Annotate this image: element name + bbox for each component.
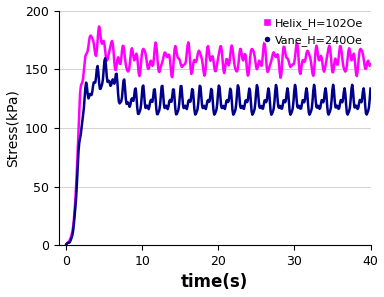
Y-axis label: Stress(kPa): Stress(kPa) (5, 89, 20, 167)
Legend: Helix_H=102Oe, Vane_H=240Oe: Helix_H=102Oe, Vane_H=240Oe (262, 16, 365, 48)
X-axis label: time(s): time(s) (181, 274, 248, 291)
